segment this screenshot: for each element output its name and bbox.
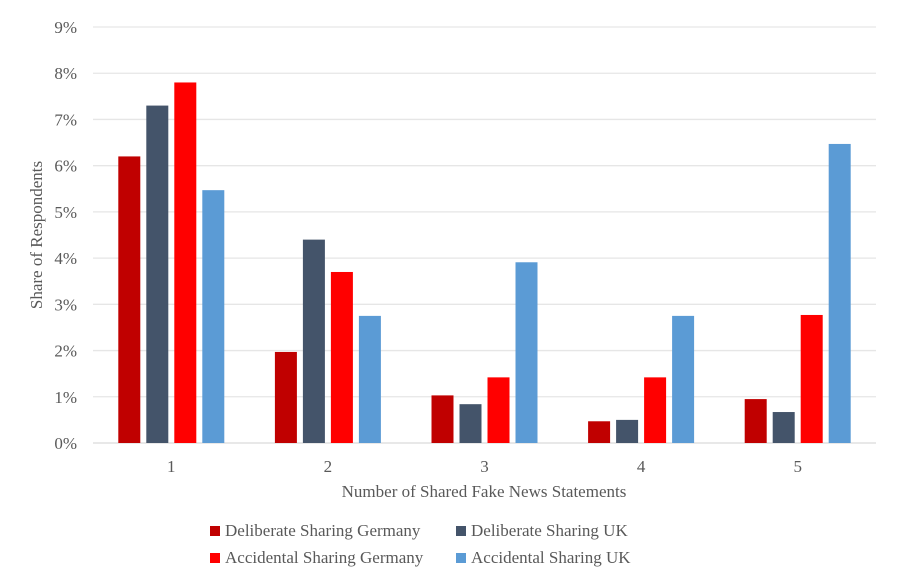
legend-item: Accidental Sharing UK [456, 548, 631, 568]
bar [616, 419, 639, 443]
y-tick-label: 4% [54, 249, 77, 268]
bar [118, 156, 141, 443]
bar [174, 82, 197, 443]
bar [515, 262, 538, 443]
y-tick-label: 2% [54, 342, 77, 361]
bar [459, 404, 482, 443]
legend-label: Deliberate Sharing UK [471, 520, 628, 540]
x-axis-title: Number of Shared Fake News Statements [342, 482, 627, 501]
y-tick-label: 1% [54, 388, 77, 407]
legend-label: Accidental Sharing UK [471, 547, 631, 567]
bar [744, 399, 767, 443]
bar [772, 412, 795, 443]
x-tick-label: 3 [480, 457, 489, 476]
y-axis-ticks: 0% 1% 2% 3% 4% 5% 6% 7% 8% 9% [54, 18, 77, 453]
x-axis-ticks: 1 2 3 4 5 [167, 457, 802, 476]
y-tick-label: 7% [54, 110, 77, 129]
bar [431, 395, 454, 443]
bars [118, 82, 851, 444]
y-tick-label: 8% [54, 64, 77, 83]
y-tick-label: 6% [54, 157, 77, 176]
bar [828, 143, 851, 444]
bar [800, 314, 823, 443]
bar [302, 239, 325, 443]
legend-swatch [456, 552, 466, 563]
legend-label: Accidental Sharing Germany [225, 547, 424, 567]
legend-item: Deliberate Sharing UK [456, 521, 628, 541]
bar [274, 351, 297, 443]
legend-swatch [456, 525, 466, 536]
bar [358, 315, 381, 443]
legend: Deliberate Sharing Germany Deliberate Sh… [210, 517, 690, 571]
y-tick-label: 9% [54, 18, 77, 37]
x-tick-label: 5 [793, 457, 802, 476]
x-tick-label: 4 [637, 457, 646, 476]
x-tick-label: 1 [167, 457, 176, 476]
x-tick-label: 2 [324, 457, 333, 476]
y-axis-title: Share of Respondents [27, 161, 46, 309]
y-tick-label: 0% [54, 434, 77, 453]
bar [146, 105, 169, 444]
bar [672, 315, 695, 443]
legend-label: Deliberate Sharing Germany [225, 520, 421, 540]
bar [202, 190, 225, 443]
bar [644, 377, 667, 443]
legend-item: Deliberate Sharing Germany [210, 521, 456, 541]
legend-swatch [210, 552, 220, 563]
legend-item: Accidental Sharing Germany [210, 548, 456, 568]
y-tick-label: 5% [54, 203, 77, 222]
bar [487, 377, 510, 443]
bar [588, 421, 611, 443]
legend-swatch [210, 525, 220, 536]
y-tick-label: 3% [54, 295, 77, 314]
bar [330, 271, 353, 443]
